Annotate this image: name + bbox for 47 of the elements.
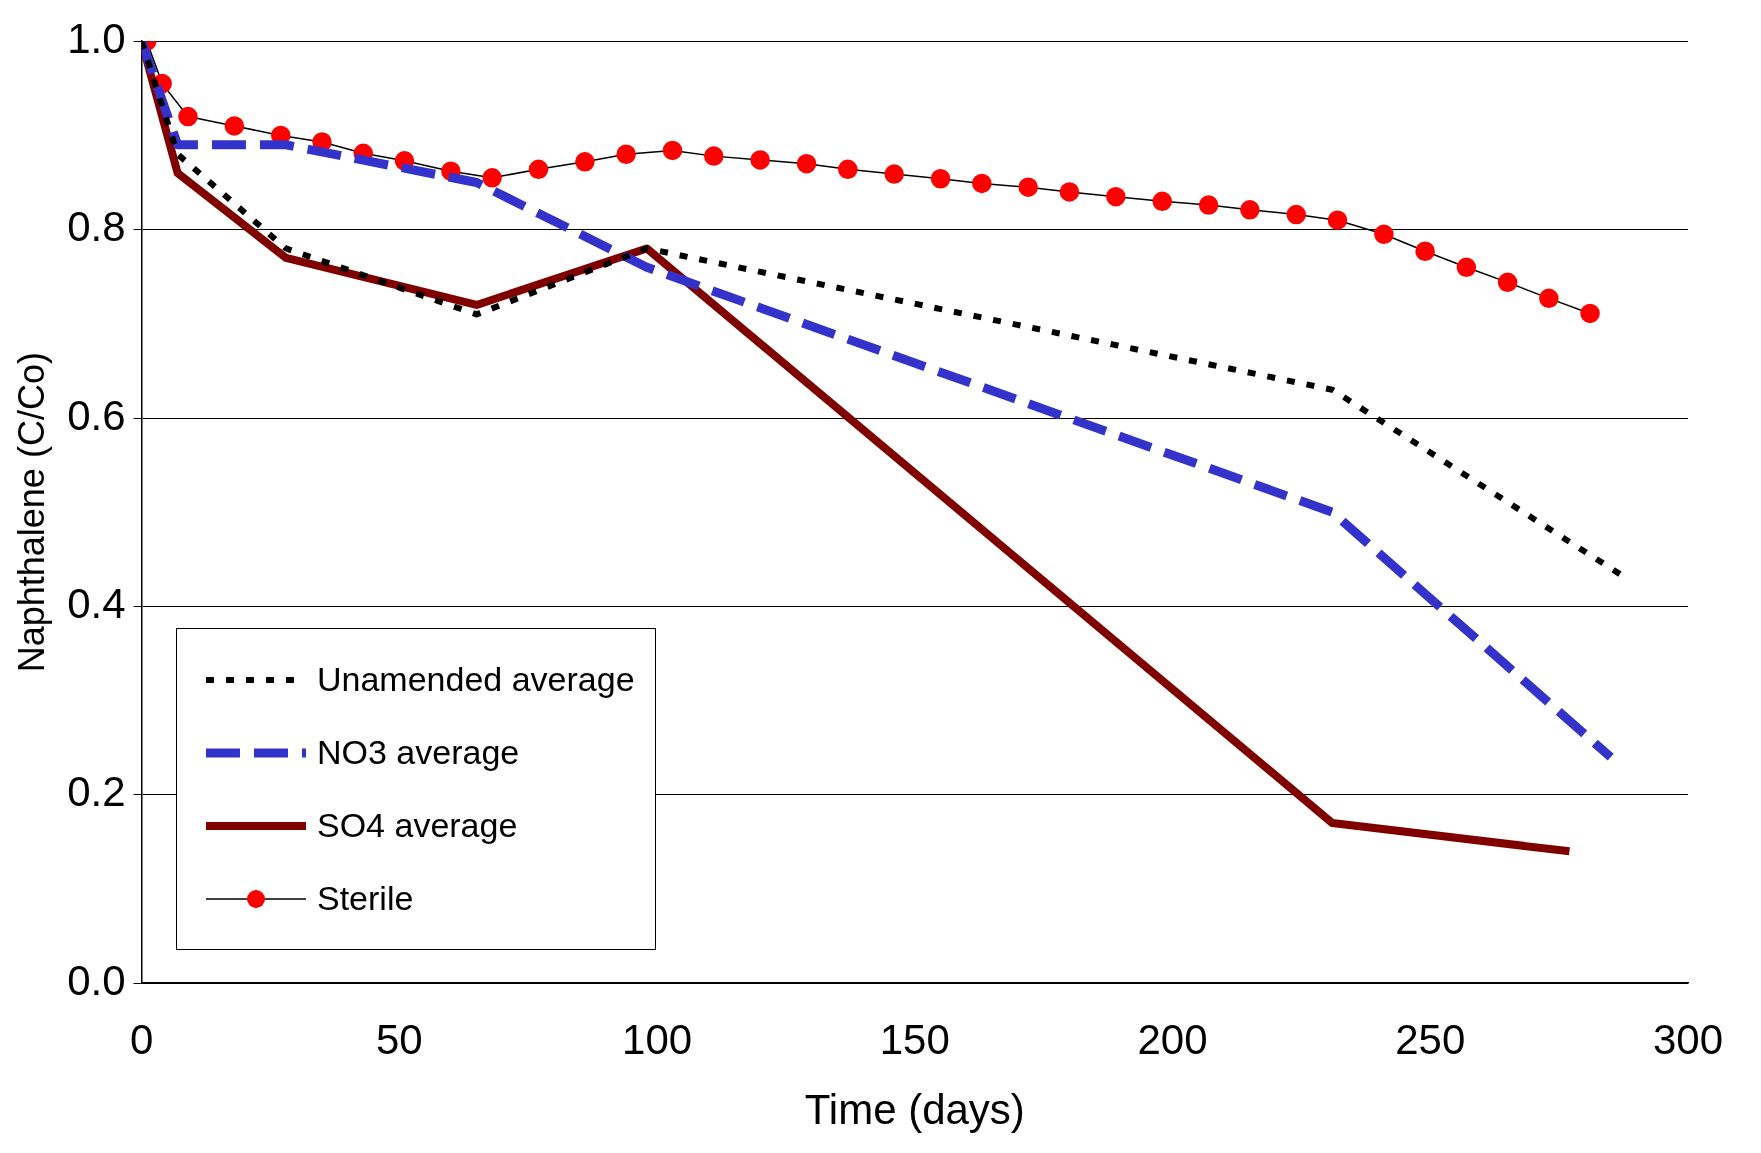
y-tick-label: 0.8 (67, 203, 126, 251)
y-tick-label: 0.0 (67, 956, 126, 1004)
point (1198, 195, 1219, 215)
x-tick-label: 150 (879, 1015, 950, 1063)
point (1059, 182, 1080, 202)
point (575, 152, 595, 172)
x-tick-label: 0 (129, 1015, 154, 1063)
point (1497, 272, 1518, 293)
x-tick-label: 50 (375, 1015, 423, 1063)
point (1018, 177, 1038, 197)
legend-label: NO3 average (317, 733, 520, 772)
legend-label: SO4 average (317, 806, 518, 845)
point (1152, 191, 1172, 212)
point (1374, 224, 1394, 245)
point (884, 164, 904, 184)
y-axis-title: Naphthalene (C/Co) (10, 352, 52, 673)
legend-label: Unamended average (317, 660, 635, 699)
y-tick-label: 0.4 (67, 579, 126, 627)
point (1106, 186, 1126, 207)
point (224, 116, 245, 136)
point (1327, 210, 1348, 230)
point (838, 159, 858, 180)
point (972, 173, 992, 194)
y-tick-label: 0.6 (67, 391, 126, 439)
point (1539, 288, 1559, 309)
legend-label: Sterile (317, 879, 414, 918)
point (616, 144, 636, 164)
y-tick-label: 0.2 (67, 768, 126, 816)
point (1580, 303, 1600, 324)
x-tick-label: 200 (1137, 1015, 1208, 1063)
x-tick-label: 250 (1395, 1015, 1466, 1063)
point (750, 150, 770, 170)
point (178, 106, 198, 127)
point (1286, 204, 1306, 225)
x-axis-title: Time (days) (804, 1086, 1025, 1134)
point (662, 140, 683, 161)
x-tick-label: 100 (622, 1015, 693, 1063)
point (482, 168, 502, 188)
point (930, 168, 951, 189)
point (704, 146, 724, 166)
point (1456, 257, 1477, 278)
point (1415, 241, 1435, 262)
point (528, 159, 549, 180)
point (1240, 200, 1260, 220)
y-tick-label: 1.0 (67, 14, 126, 62)
point (796, 153, 817, 174)
x-tick-label: 300 (1652, 1015, 1724, 1063)
